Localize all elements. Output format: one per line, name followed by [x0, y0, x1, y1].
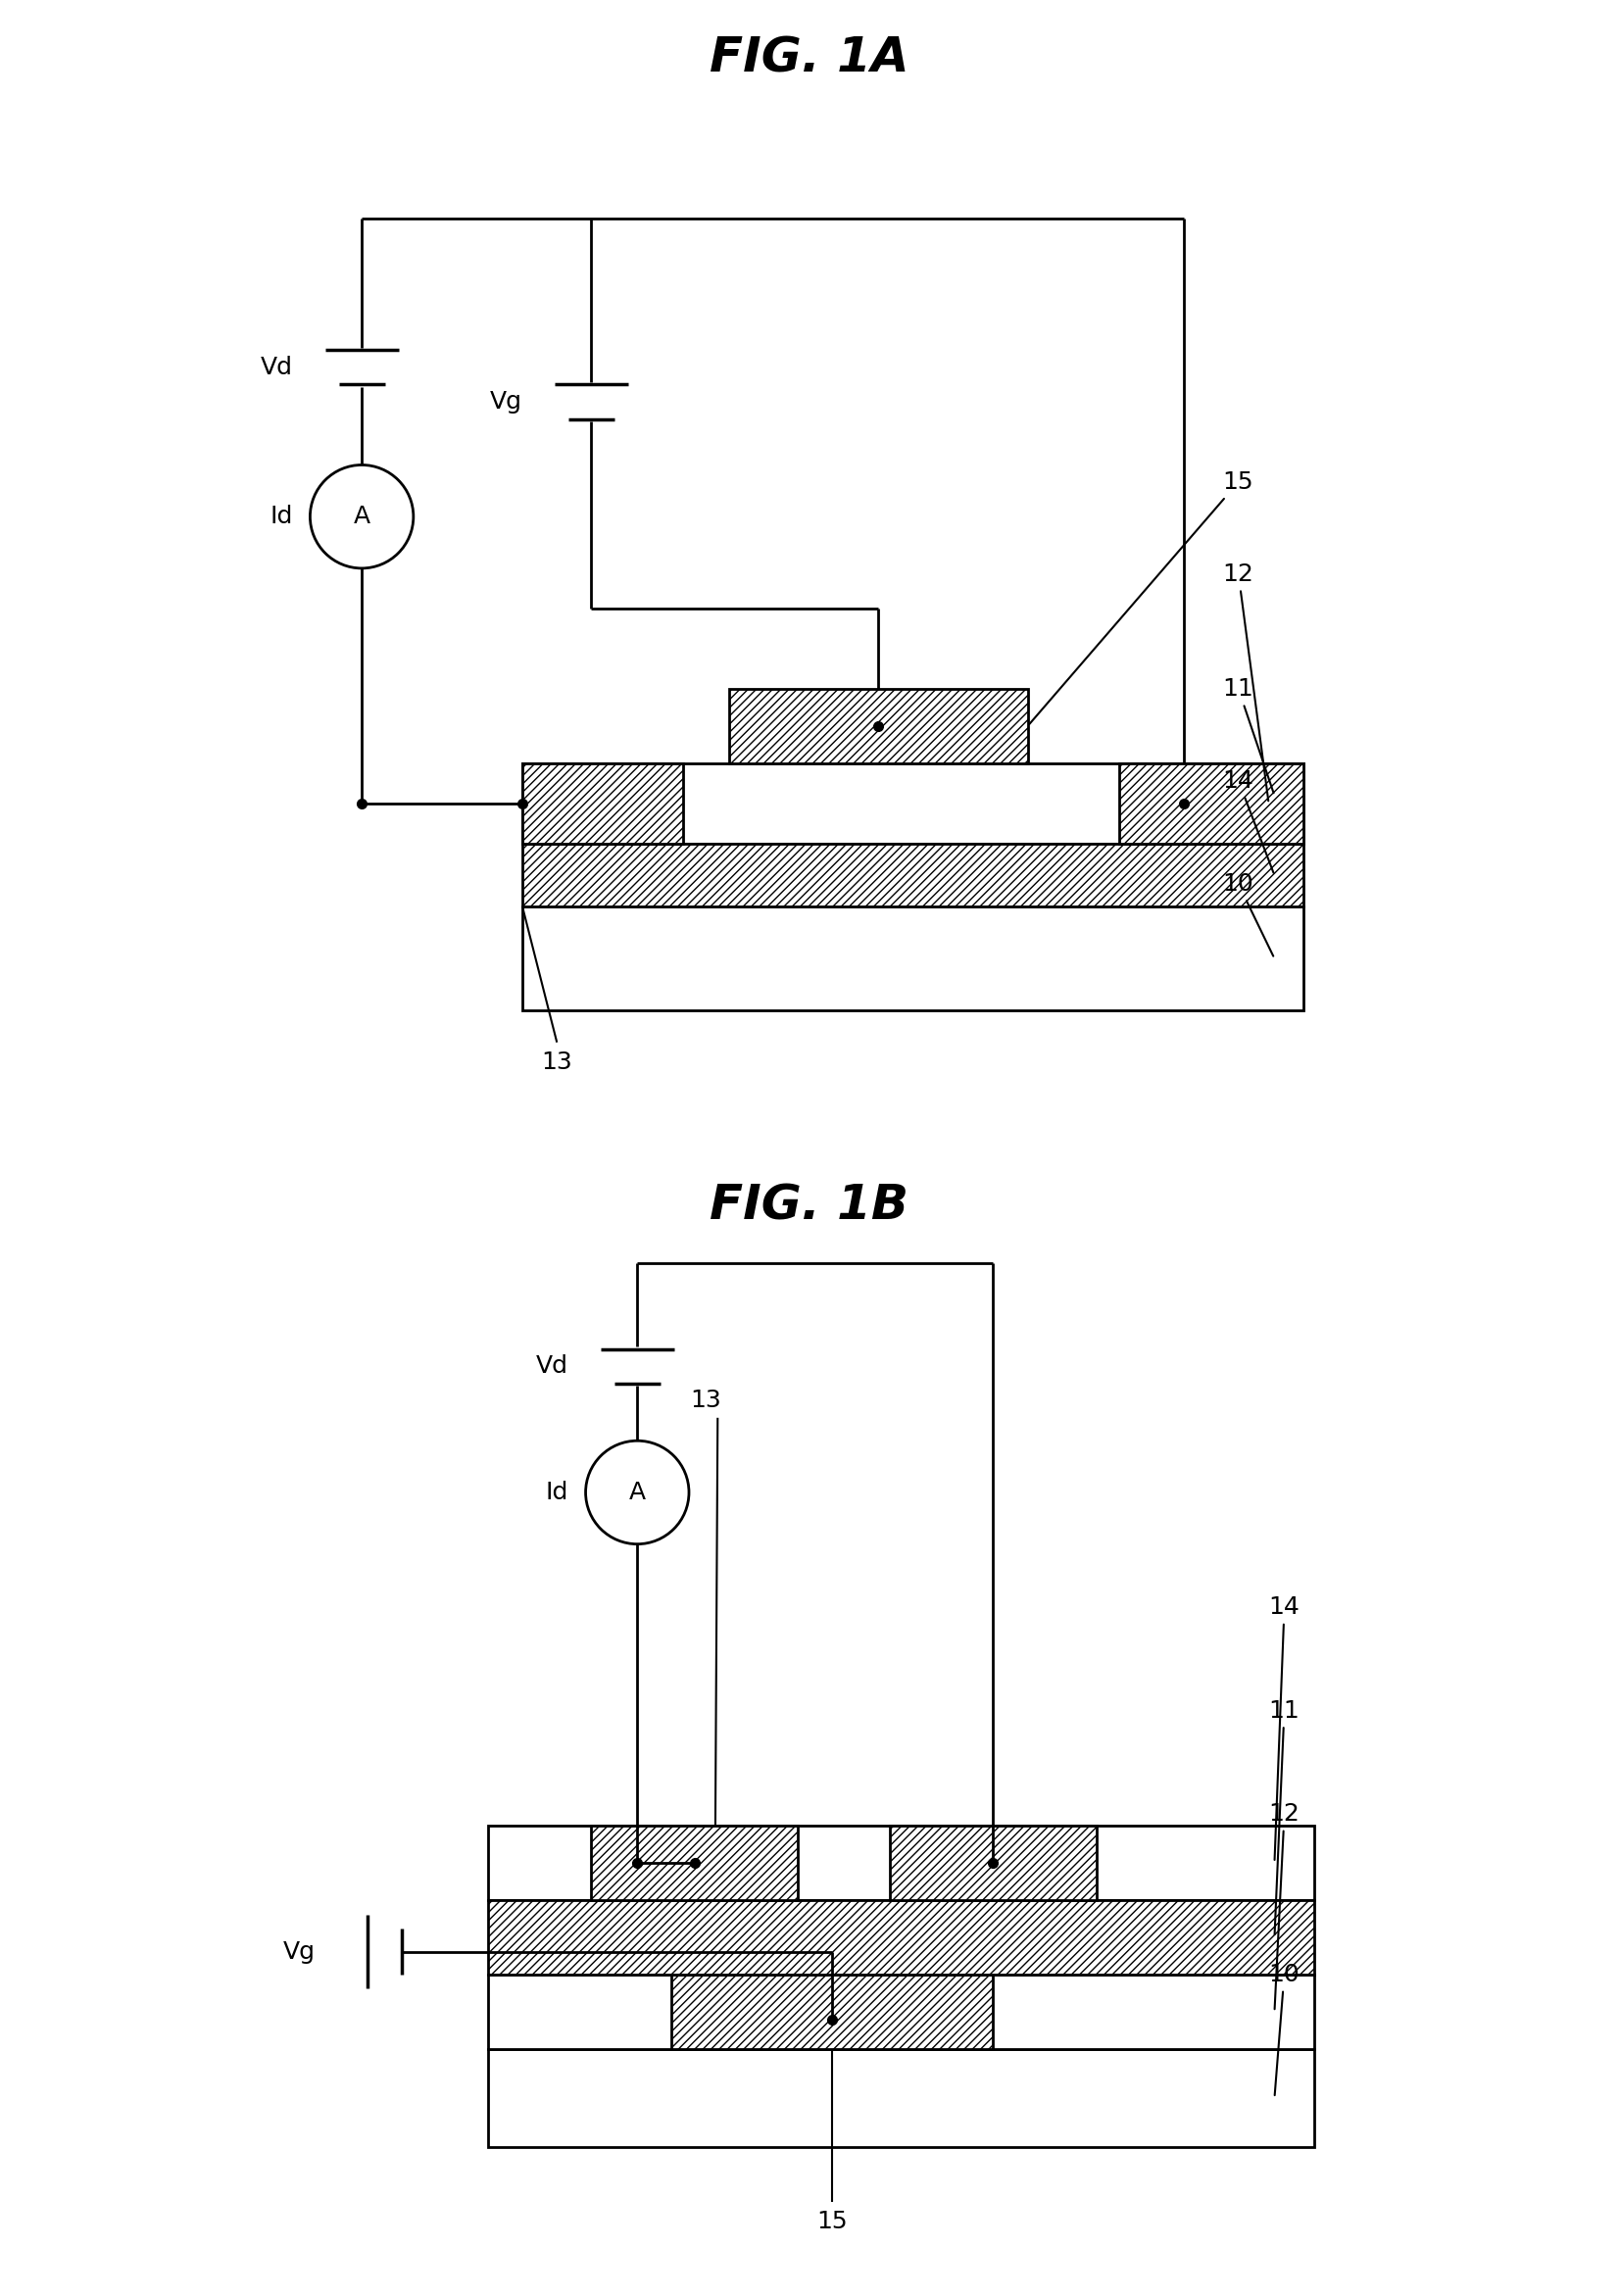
Bar — [523, 907, 1303, 1010]
Text: 13: 13 — [691, 1389, 722, 1412]
Bar — [523, 762, 683, 843]
Circle shape — [311, 464, 413, 567]
Text: 13: 13 — [541, 1049, 573, 1075]
Text: 15: 15 — [1030, 471, 1253, 723]
Text: A: A — [353, 505, 371, 528]
Text: 12: 12 — [1269, 1802, 1300, 2009]
Text: 14: 14 — [1222, 769, 1274, 872]
Text: Vd: Vd — [261, 356, 293, 379]
Text: 15: 15 — [818, 2209, 848, 2234]
Circle shape — [586, 1442, 690, 1543]
Text: Id: Id — [270, 505, 293, 528]
Bar — [729, 689, 1028, 762]
Bar — [591, 1825, 798, 1901]
Text: 12: 12 — [1222, 563, 1268, 801]
Bar — [487, 1975, 1315, 2048]
Text: 14: 14 — [1269, 1596, 1300, 1860]
Text: A: A — [628, 1481, 646, 1504]
Bar — [487, 1825, 1315, 1901]
Text: FIG. 1A: FIG. 1A — [709, 34, 910, 80]
Text: 10: 10 — [1269, 1963, 1300, 2096]
Text: Vg: Vg — [283, 1940, 316, 1963]
Bar — [523, 762, 1303, 843]
Text: FIG. 1B: FIG. 1B — [711, 1182, 908, 1228]
Text: Vd: Vd — [536, 1355, 568, 1378]
Bar — [672, 1975, 992, 2048]
Bar — [523, 843, 1303, 907]
Bar — [487, 1901, 1315, 1975]
Text: 10: 10 — [1222, 872, 1273, 955]
Text: 11: 11 — [1269, 1699, 1300, 1936]
Text: 11: 11 — [1222, 677, 1274, 792]
Text: Vg: Vg — [491, 390, 523, 413]
Bar — [890, 1825, 1096, 1901]
Text: Id: Id — [546, 1481, 568, 1504]
Bar — [487, 2048, 1315, 2147]
Bar — [1119, 762, 1303, 843]
